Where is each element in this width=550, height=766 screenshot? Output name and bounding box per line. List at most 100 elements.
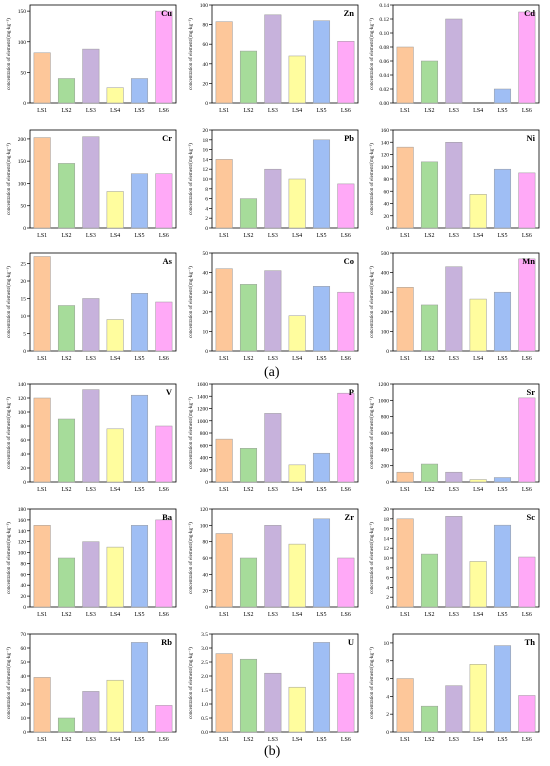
bar-ls5 xyxy=(130,525,149,608)
x-tick-label: LS4 xyxy=(110,737,120,743)
x-tick-label: LS5 xyxy=(134,612,144,618)
x-tick-label: LS2 xyxy=(61,356,71,362)
y-tick-label: 100 xyxy=(18,551,27,557)
y-tick-label: 180 xyxy=(18,507,27,513)
bar-ls1 xyxy=(33,677,51,733)
y-tick-label: 1.0 xyxy=(201,702,208,708)
y-tick-label: 0 xyxy=(23,605,26,611)
chart-zn: 0 20 40 60 80 100 LS1 LS2 LS3 LS4 LS5 LS6 Zn concentr… xyxy=(188,3,359,114)
y-tick-label: 60 xyxy=(21,646,27,652)
chart-title: V xyxy=(166,387,173,397)
bar-ls3 xyxy=(264,672,282,733)
bar-ls1 xyxy=(33,397,51,483)
bar-ls3 xyxy=(264,168,282,229)
y-tick-label: 0 xyxy=(205,101,208,107)
x-tick-label: LS2 xyxy=(243,356,253,362)
x-tick-label: LS5 xyxy=(316,356,326,362)
bar-ls6 xyxy=(155,173,173,229)
y-tick-label: 50 xyxy=(21,70,27,76)
bar-ls6 xyxy=(337,557,355,608)
x-tick-label: LS3 xyxy=(449,737,459,743)
x-tick-label: LS6 xyxy=(522,487,532,493)
y-tick-label: 80 xyxy=(203,540,209,546)
y-tick-label: 1200 xyxy=(378,382,389,388)
bar-ls6 xyxy=(518,556,536,608)
x-tick-label: LS5 xyxy=(497,233,507,239)
bar-ls6 xyxy=(337,392,355,483)
y-tick-label: 0 xyxy=(386,730,389,736)
y-tick-label: 15 xyxy=(21,297,27,303)
bar-ls6 xyxy=(518,11,536,104)
y-tick-label: 0 xyxy=(23,730,26,736)
panel-label-a: (a) xyxy=(264,365,280,380)
y-tick-label: 0 xyxy=(386,605,389,611)
bar-ls5 xyxy=(312,139,331,229)
y-tick-label: 10 xyxy=(203,177,209,183)
y-tick-label: 1000 xyxy=(378,398,389,404)
bar-ls1 xyxy=(396,287,414,352)
x-tick-label: LS5 xyxy=(134,487,144,493)
y-tick-label: 120 xyxy=(18,540,27,546)
y-tick-label: 16 xyxy=(203,148,209,154)
bar-ls4 xyxy=(288,543,306,608)
bar-ls4 xyxy=(288,464,306,483)
bar-ls4 xyxy=(288,315,306,352)
plot-frame xyxy=(29,508,177,608)
y-tick-label: 0 xyxy=(386,349,389,355)
chart-title: Sc xyxy=(527,512,536,522)
y-tick-label: 1000 xyxy=(197,419,208,425)
bar-ls1 xyxy=(396,46,414,104)
bar-ls5 xyxy=(130,78,149,104)
y-tick-label: 20 xyxy=(21,279,27,285)
x-tick-label: LS3 xyxy=(86,487,96,493)
x-tick-label: LS6 xyxy=(159,233,169,239)
y-tick-label: 0 xyxy=(205,349,208,355)
y-tick-label: 40 xyxy=(21,674,27,680)
x-tick-label: LS2 xyxy=(243,612,253,618)
y-tick-label: 2.0 xyxy=(201,674,208,680)
y-tick-label: 10 xyxy=(384,641,390,647)
y-axis-label: concentration of element/(mg·kg⁻¹) xyxy=(369,18,375,90)
x-tick-label: LS2 xyxy=(424,108,434,114)
chart-title: Th xyxy=(525,637,536,647)
bar-ls1 xyxy=(215,159,233,229)
y-tick-label: 800 xyxy=(200,431,209,437)
bar-ls5 xyxy=(130,173,149,229)
x-tick-label: LS1 xyxy=(219,612,229,618)
y-tick-label: 0 xyxy=(386,226,389,232)
chart-title: Pb xyxy=(344,133,354,143)
y-tick-label: 0.0 xyxy=(201,730,208,736)
bar-ls2 xyxy=(57,717,76,733)
bar-ls6 xyxy=(337,41,355,104)
bar-ls5 xyxy=(312,286,331,352)
chart-cd: 0.00 0.02 0.04 0.06 0.08 0.10 0.12 0.14 LS1 LS2 LS… xyxy=(369,3,540,114)
y-tick-label: 8 xyxy=(386,659,389,665)
y-tick-label: 60 xyxy=(203,556,209,562)
bar-ls3 xyxy=(445,685,463,733)
bar-ls4 xyxy=(288,686,306,733)
bar-ls6 xyxy=(518,258,536,352)
x-tick-label: LS5 xyxy=(134,108,144,114)
y-tick-label: 300 xyxy=(381,290,390,296)
x-tick-label: LS3 xyxy=(268,612,278,618)
x-tick-label: LS6 xyxy=(341,108,351,114)
bar-ls1 xyxy=(396,146,414,229)
y-tick-label: 0.10 xyxy=(379,31,389,37)
x-tick-label: LS3 xyxy=(268,108,278,114)
x-tick-label: LS1 xyxy=(219,487,229,493)
y-tick-label: 8 xyxy=(386,566,389,572)
y-tick-label: 160 xyxy=(18,518,27,524)
x-tick-label: LS2 xyxy=(424,737,434,743)
x-tick-label: LS6 xyxy=(159,108,169,114)
y-tick-label: 500 xyxy=(381,251,390,257)
y-tick-label: 140 xyxy=(381,140,390,146)
bar-ls5 xyxy=(493,168,512,229)
x-tick-label: LS4 xyxy=(292,233,302,239)
chart-cu: 0 50 100 150 LS1 LS2 LS3 LS4 LS5 LS6 Cu concentrati… xyxy=(6,4,177,114)
y-axis-label: concentration of element/(mg·kg⁻¹) xyxy=(6,18,12,90)
x-tick-label: LS1 xyxy=(400,233,410,239)
bar-ls3 xyxy=(445,471,463,483)
bar-ls5 xyxy=(493,477,512,483)
bar-ls4 xyxy=(288,55,306,104)
y-tick-label: 40 xyxy=(384,202,390,208)
